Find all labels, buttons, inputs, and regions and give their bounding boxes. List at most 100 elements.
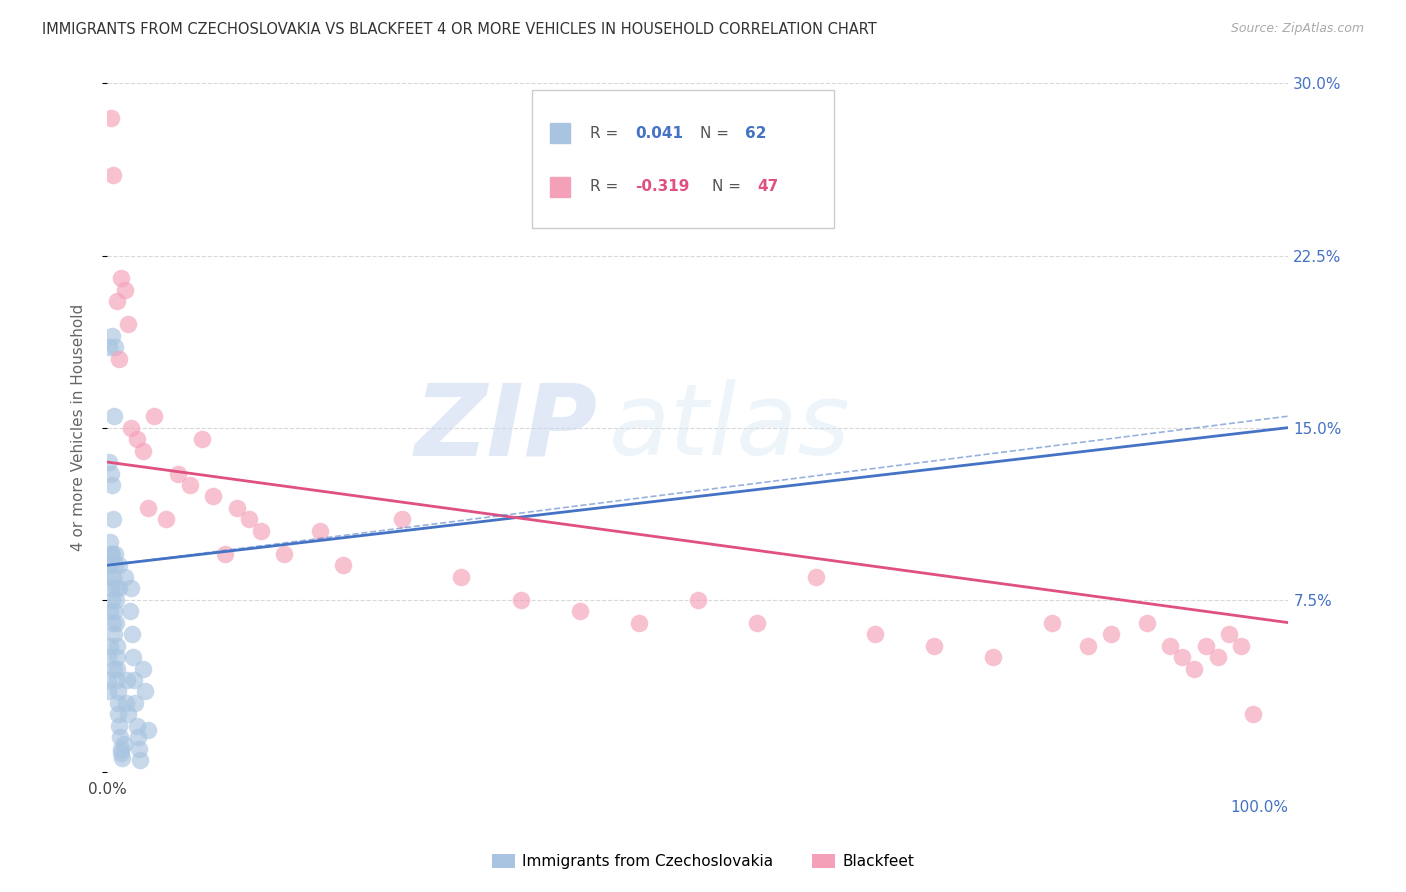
Point xyxy=(226,500,249,515)
Point xyxy=(1171,650,1194,665)
Text: N =: N = xyxy=(711,179,745,194)
Point xyxy=(110,271,132,285)
Text: R =: R = xyxy=(591,126,623,141)
Point xyxy=(568,604,591,618)
Point xyxy=(101,328,124,343)
Point xyxy=(100,535,122,549)
Point xyxy=(238,512,260,526)
Point xyxy=(107,673,129,687)
Point xyxy=(1195,639,1218,653)
Point xyxy=(98,455,121,469)
Point xyxy=(108,581,131,595)
Point xyxy=(107,707,129,722)
Text: 100.0%: 100.0% xyxy=(1230,799,1288,814)
Point xyxy=(450,570,472,584)
Point xyxy=(128,742,150,756)
Point xyxy=(1218,627,1240,641)
Point xyxy=(1136,615,1159,630)
Point xyxy=(249,524,271,538)
Point xyxy=(122,673,145,687)
Point xyxy=(155,512,177,526)
Point xyxy=(100,111,122,125)
Point xyxy=(101,592,124,607)
Point xyxy=(190,432,212,446)
Point xyxy=(332,558,354,573)
Text: IMMIGRANTS FROM CZECHOSLOVAKIA VS BLACKFEET 4 OR MORE VEHICLES IN HOUSEHOLD CORR: IMMIGRANTS FROM CZECHOSLOVAKIA VS BLACKF… xyxy=(42,22,877,37)
Point xyxy=(114,570,136,584)
Point xyxy=(97,673,120,687)
Point xyxy=(1099,627,1122,641)
Point xyxy=(124,696,146,710)
Point xyxy=(131,661,153,675)
Point xyxy=(108,558,131,573)
Point xyxy=(117,318,139,332)
Point xyxy=(1230,639,1253,653)
Point xyxy=(131,443,153,458)
Point xyxy=(100,547,122,561)
Point xyxy=(98,604,121,618)
Point xyxy=(125,719,148,733)
Point xyxy=(112,737,135,751)
Point xyxy=(115,696,138,710)
Point xyxy=(108,351,131,366)
Point xyxy=(114,283,136,297)
Point xyxy=(107,684,129,698)
Point xyxy=(863,627,886,641)
Point xyxy=(103,627,125,641)
Point xyxy=(100,478,122,492)
Point xyxy=(117,707,139,722)
Point xyxy=(981,650,1004,665)
Point xyxy=(110,742,132,756)
Point xyxy=(107,719,129,733)
Point xyxy=(108,731,131,745)
Point xyxy=(100,467,122,481)
Text: Source: ZipAtlas.com: Source: ZipAtlas.com xyxy=(1230,22,1364,36)
Point xyxy=(100,581,122,595)
Point xyxy=(110,747,132,761)
Point xyxy=(98,639,121,653)
Point xyxy=(308,524,330,538)
Point xyxy=(105,639,128,653)
Point xyxy=(138,500,160,515)
Point xyxy=(101,168,124,182)
Point xyxy=(101,615,124,630)
Point xyxy=(104,547,127,561)
Text: -0.319: -0.319 xyxy=(636,179,689,194)
Point xyxy=(804,570,827,584)
Point xyxy=(1159,639,1181,653)
Point xyxy=(97,558,120,573)
Legend: Immigrants from Czechoslovakia, Blackfeet: Immigrants from Czechoslovakia, Blackfee… xyxy=(485,848,921,875)
Point xyxy=(1241,707,1264,722)
Point xyxy=(115,673,138,687)
Text: atlas: atlas xyxy=(609,379,851,476)
Point xyxy=(105,294,128,309)
FancyBboxPatch shape xyxy=(533,90,834,228)
Point xyxy=(103,604,125,618)
Text: R =: R = xyxy=(591,179,623,194)
Point xyxy=(127,731,149,745)
Point xyxy=(167,467,190,481)
Point xyxy=(179,478,201,492)
Point xyxy=(121,627,143,641)
Point xyxy=(134,684,156,698)
Point xyxy=(214,547,236,561)
Point xyxy=(104,581,127,595)
Point xyxy=(105,615,128,630)
Point xyxy=(120,420,142,434)
Point xyxy=(105,661,128,675)
Text: 62: 62 xyxy=(745,126,766,141)
Point xyxy=(118,604,141,618)
Point xyxy=(509,592,531,607)
Point xyxy=(125,432,148,446)
Point xyxy=(138,723,160,738)
Point xyxy=(105,650,128,665)
Point xyxy=(101,512,124,526)
Point xyxy=(1040,615,1063,630)
Point xyxy=(273,547,295,561)
Point xyxy=(143,409,166,424)
Point xyxy=(104,340,127,354)
Point xyxy=(745,615,768,630)
Text: ZIP: ZIP xyxy=(415,379,598,476)
Point xyxy=(1182,661,1205,675)
Point xyxy=(202,490,225,504)
